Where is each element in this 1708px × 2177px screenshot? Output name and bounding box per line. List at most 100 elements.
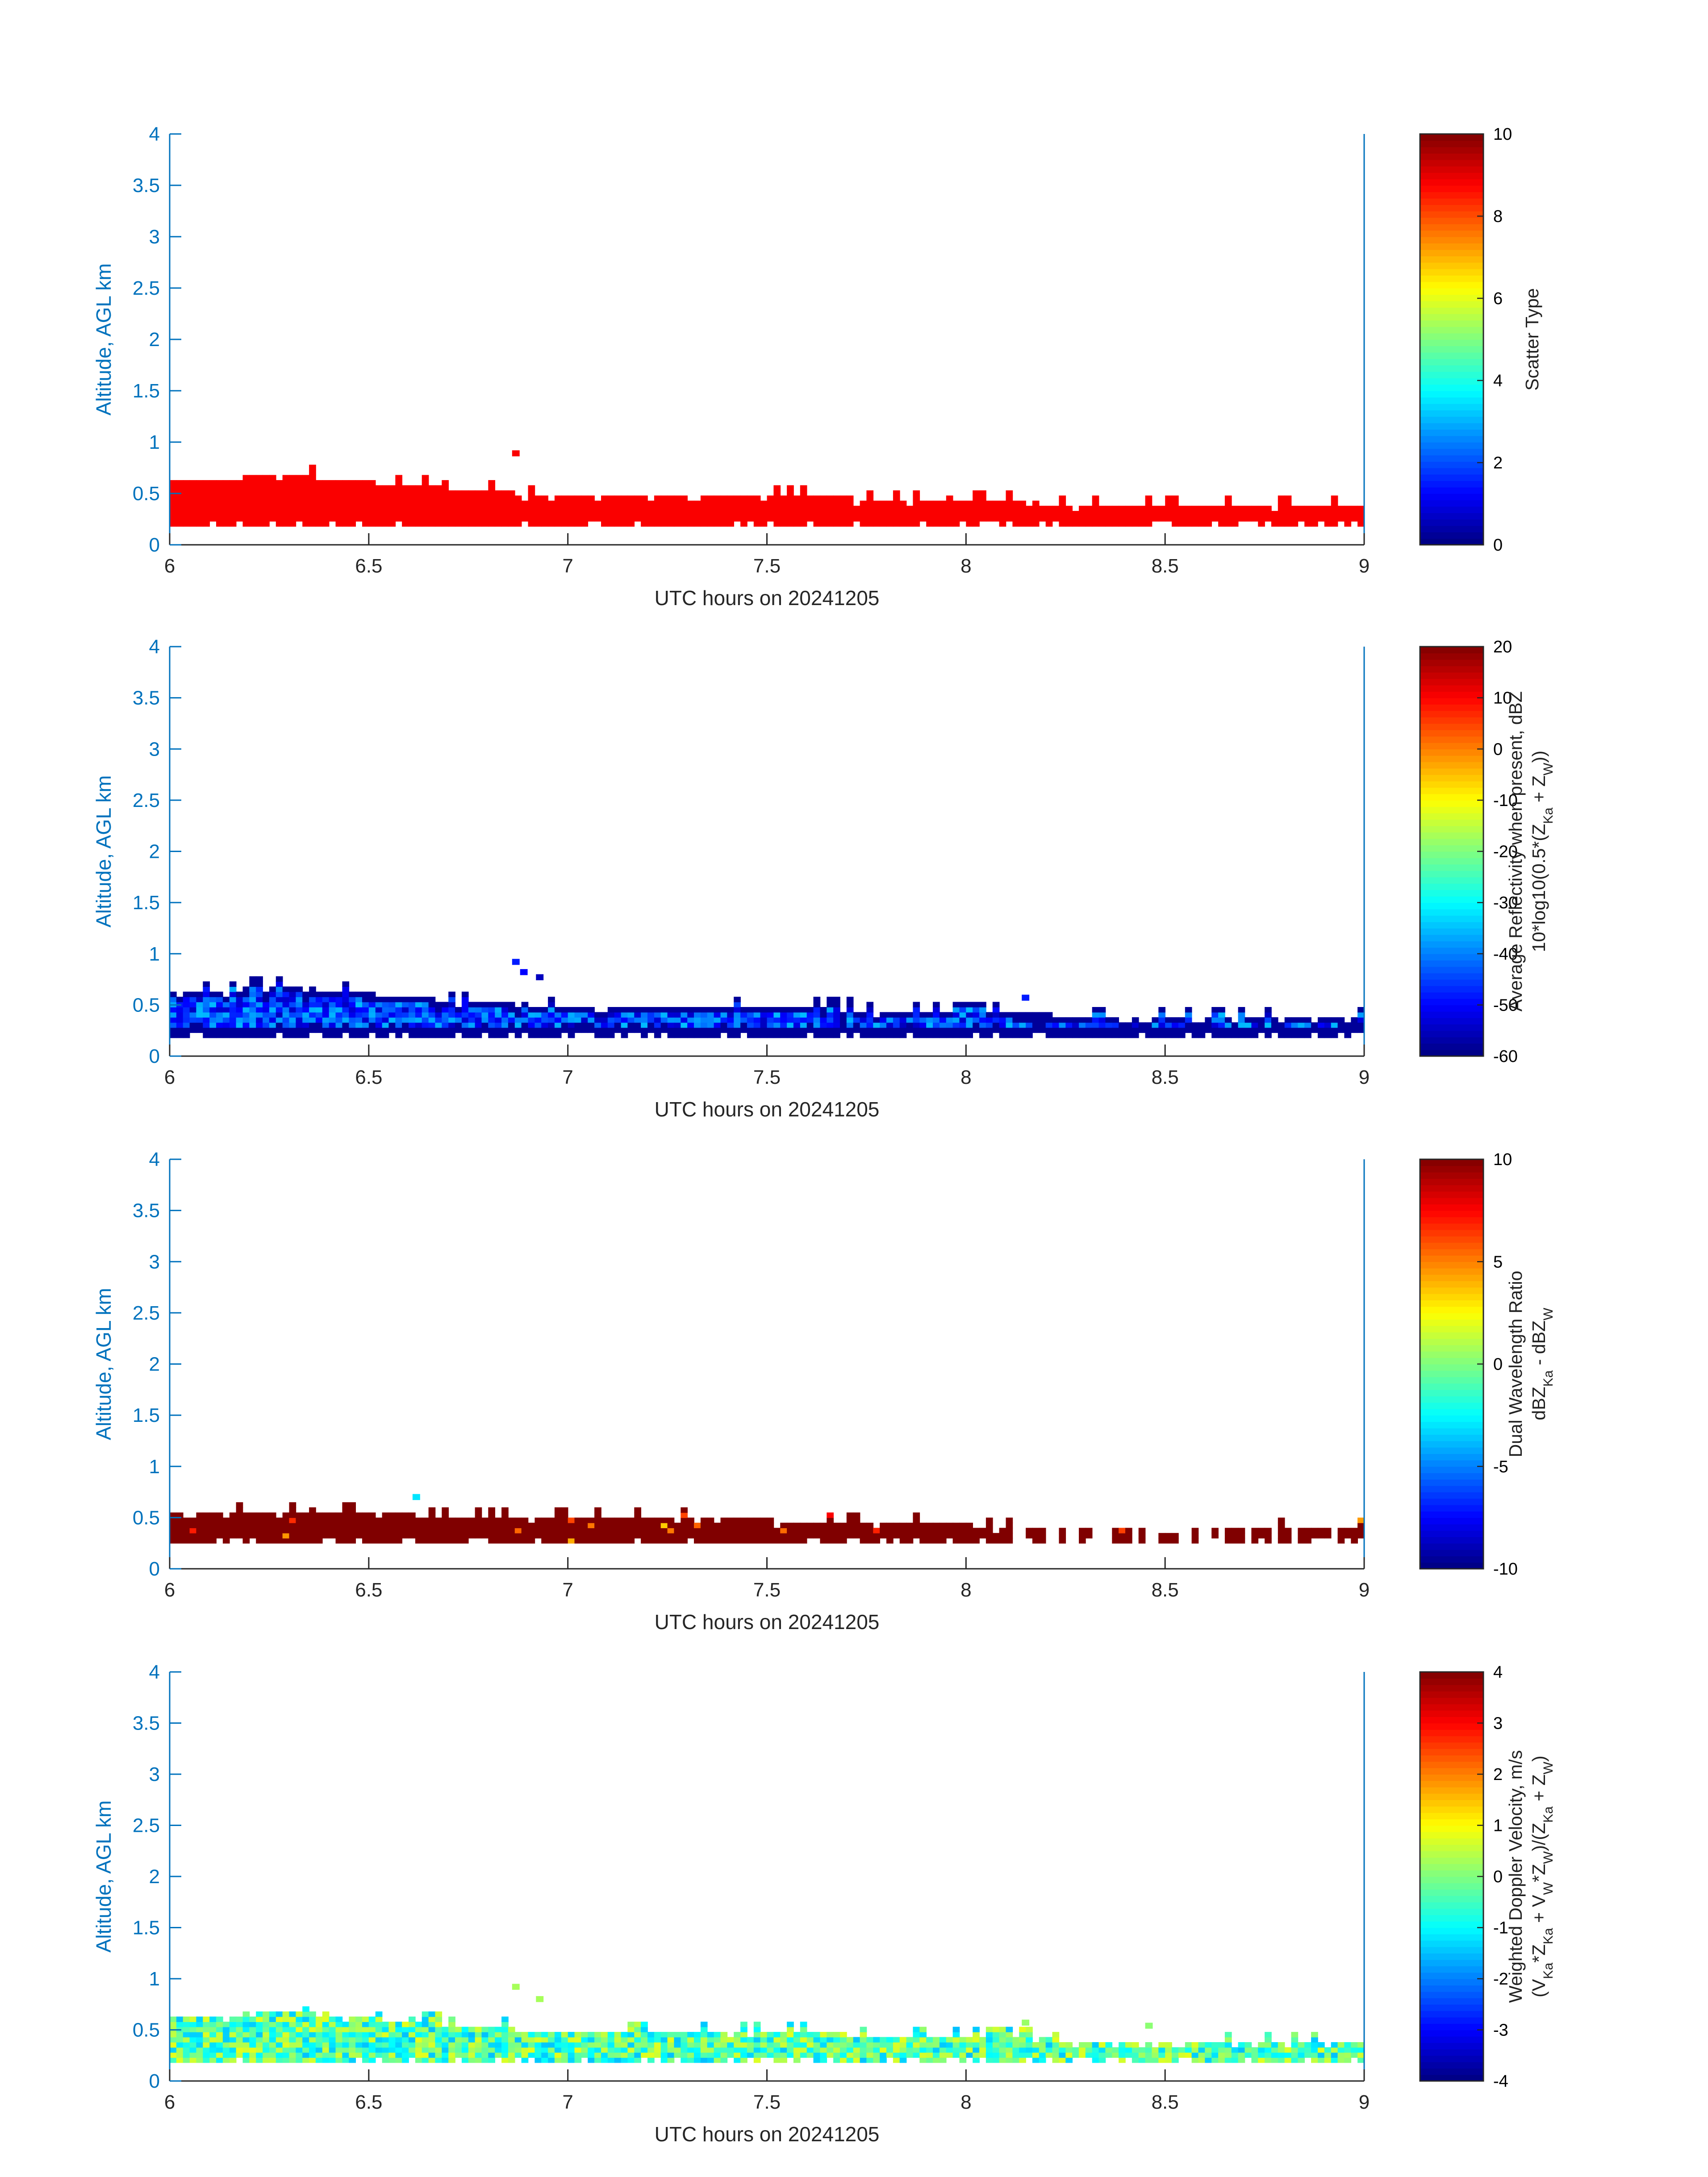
data-cell [362,495,369,501]
data-cell [435,2032,443,2038]
data-cell [382,1032,389,1038]
data-cell [1138,1538,1146,1544]
colorbar-segment [1420,1504,1483,1512]
data-cell [893,516,900,522]
data-cell [256,485,263,491]
data-cell [1105,516,1113,522]
data-cell [282,991,290,997]
data-cell [362,2027,369,2032]
colorbar-tick-label: -3 [1493,2021,1508,2040]
data-cell [793,1012,801,1018]
data-cell [229,991,237,997]
data-cell [475,1533,482,1539]
data-cell [1085,2042,1093,2048]
data-cell [229,1522,237,1529]
data-cell [535,511,542,517]
data-cell [1019,506,1026,511]
data-cell [289,2052,296,2058]
data-cell [388,997,396,1003]
data-cell [521,2037,529,2043]
data-cell [1231,521,1239,527]
data-cell [827,511,834,517]
data-cell [999,1528,1006,1534]
data-cell [329,506,336,511]
data-cell [183,2047,190,2053]
data-cell [773,2032,781,2038]
data-cell [992,1007,1000,1013]
data-cell [561,1012,568,1018]
data-cell [1291,2042,1299,2048]
data-cell [315,1027,323,1033]
data-cell [368,501,376,506]
x-tick-label: 7 [562,2091,573,2113]
data-cell [714,521,721,527]
data-cell [428,2022,436,2027]
data-cell [833,2057,840,2063]
data-cell [966,1012,973,1018]
data-cell [1085,516,1093,522]
colorbar-label: Average Reflectivity when present, dBZ [1505,691,1526,1011]
data-cell [349,2042,356,2048]
data-cell [422,1012,429,1018]
data-cell [614,1517,622,1523]
data-cell [926,2052,933,2058]
data-cell [276,1012,283,1018]
data-cell [574,2037,582,2043]
data-cell [216,516,223,522]
colorbar-segment [1420,513,1483,520]
data-cell [296,475,303,481]
data-cell [747,511,754,517]
data-cell [461,490,469,496]
data-cell [183,516,190,522]
data-cell [574,2047,582,2053]
colorbar-segment [1420,198,1483,205]
data-cell [222,2042,230,2048]
data-cell [289,2022,296,2027]
data-cell [594,1022,601,1028]
data-cell [627,1533,635,1539]
data-cell [196,2047,204,2053]
data-cell [714,2047,721,2053]
data-cell [508,1528,515,1534]
data-cell [1026,521,1033,527]
data-cell [561,1533,568,1539]
data-cell [362,480,369,486]
data-cell [740,2022,748,2027]
data-cell [236,2032,243,2038]
data-cell [1218,1022,1225,1028]
data-cell [694,2057,701,2063]
data-cell [1331,1027,1338,1033]
data-cell [919,2032,927,2038]
colorbar-segment [1420,698,1483,705]
data-cell [641,1522,648,1529]
data-cell [700,1012,708,1018]
data-cell [667,1022,675,1028]
data-cell [329,1002,336,1007]
data-cell [209,1027,217,1033]
data-cell [714,2052,721,2058]
data-cell [468,1002,476,1007]
data-cell [176,2057,184,2063]
data-cell [621,1517,628,1523]
data-cell [282,1512,290,1518]
data-cell [362,2022,369,2027]
data-cell [913,516,920,522]
data-cell [249,511,256,517]
data-cell [1012,2052,1020,2058]
data-cell [1019,1022,1026,1028]
data-cell [1244,506,1252,511]
data-cell [176,506,184,511]
data-cell [322,2037,330,2043]
data-cell [1198,2057,1206,2063]
data-cell [554,2032,562,2038]
data-cell [806,495,814,501]
data-cell [276,521,283,527]
data-cell [667,501,675,506]
data-cell [853,2037,860,2043]
data-cell [176,485,184,491]
data-cell [468,506,476,511]
data-cell [170,997,177,1003]
data-cell [1012,2037,1020,2043]
data-cell [694,2047,701,2053]
data-cell [846,1512,854,1518]
